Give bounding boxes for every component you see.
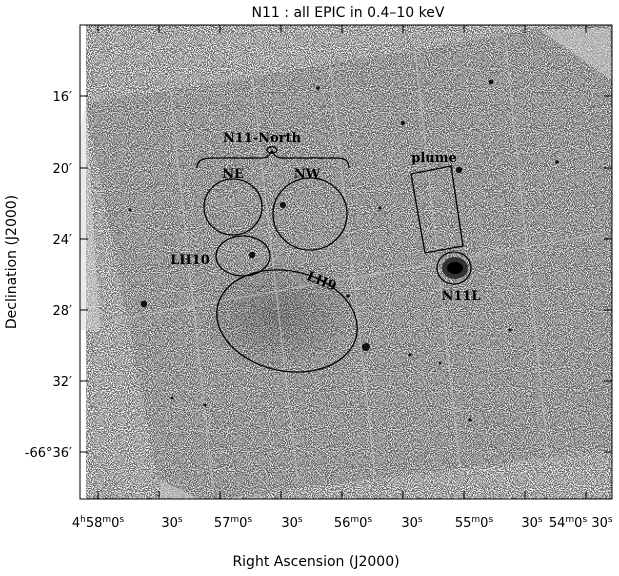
plot-frame	[79, 24, 613, 500]
x-axis-label: Right Ascension (J2000)	[232, 554, 399, 570]
x-tick-label: 4h58m0s	[72, 515, 125, 531]
nw-region	[272, 177, 348, 251]
x-tick-label: 30s	[401, 515, 423, 531]
y-tick-label: 32′	[53, 375, 73, 390]
y-ticks	[80, 95, 612, 453]
x-tick-label: 30s	[521, 515, 543, 531]
x-tick-label: 30s	[591, 515, 613, 531]
x-tick-labels: 4h58m0s 30s 57m0s 30s 56m0s 30s 55m0s 30…	[72, 515, 613, 531]
plume-label: plume	[411, 151, 457, 166]
y-tick-label: 28′	[53, 304, 73, 319]
region-overlays	[196, 146, 472, 373]
y-tick-label: 16′	[53, 90, 73, 105]
y-tick-label: -66°36′	[25, 446, 72, 461]
n11-north-brace	[196, 149, 350, 169]
y-tick-label: 20′	[53, 162, 73, 177]
image-field	[80, 25, 612, 499]
ccd-gaps	[85, 36, 606, 496]
nw-label: NW	[294, 167, 321, 182]
x-tick-label: 56m0s	[334, 515, 373, 531]
x-tick-label: 57m0s	[214, 515, 253, 531]
x-ticks	[97, 25, 587, 499]
y-axis-label: Declination (J2000)	[4, 195, 20, 329]
x-tick-label: 54m0s	[549, 515, 588, 531]
x-tick-label: 55m0s	[455, 515, 494, 531]
y-tick-labels: 16′ 20′ 24′ 28′ 32′ -66°36′	[25, 90, 72, 461]
ne-label: NE	[222, 167, 244, 182]
diffuse-emission	[198, 260, 358, 370]
lh10-label: LH10	[170, 253, 210, 268]
x-tick-label: 30s	[161, 515, 183, 531]
ne-region	[203, 178, 263, 236]
n11-north-label: N11-North	[223, 131, 302, 146]
point-sources	[128, 79, 559, 422]
n11l-source	[442, 257, 468, 279]
y-tick-label: 24′	[53, 233, 73, 248]
x-tick-label: 30s	[281, 515, 303, 531]
plume-region	[410, 165, 464, 254]
lh10-region	[215, 235, 271, 277]
n11l-region	[436, 251, 472, 285]
figure-title: N11 : all EPIC in 0.4–10 keV	[252, 5, 445, 21]
n11l-label: N11L	[441, 289, 480, 304]
lh9-region	[216, 269, 358, 373]
n11-north-marker	[266, 146, 278, 154]
field-background	[80, 25, 612, 499]
